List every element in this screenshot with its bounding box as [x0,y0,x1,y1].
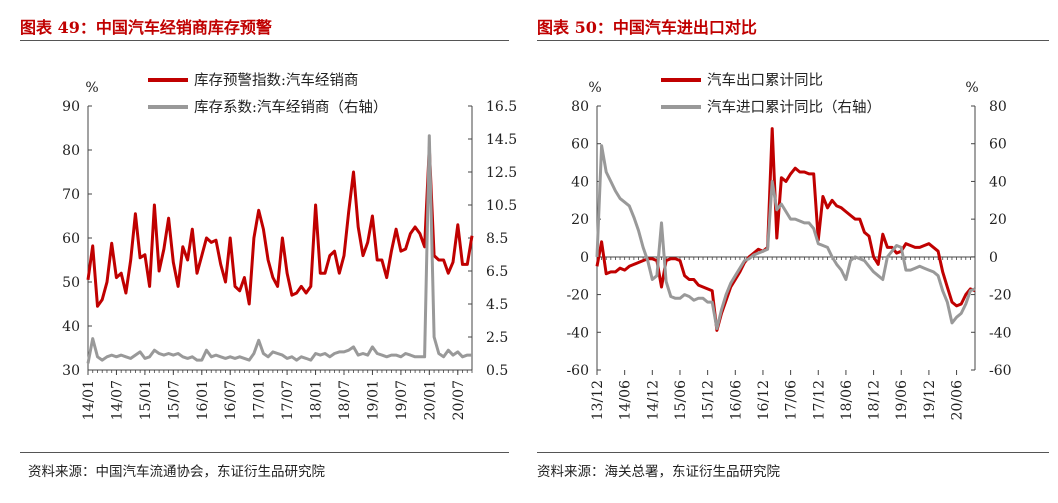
y-tick-label-left: 0 [580,250,589,266]
x-tick-label: 17/01 [252,380,268,420]
y-tick-label-left: -60 [566,363,589,379]
y-tick-label-right: 80 [989,99,1007,115]
x-tick-label: 14/06 [618,380,634,420]
chart-right-svg: -60 -40 -20 0 20 40 60 80 -60 -40 -20 0 20 40 60 80% % 13… [566,72,1012,420]
source-rule [537,452,1049,453]
x-tick-label: 19/01 [365,380,381,420]
title-rule [20,40,509,41]
chart-panel-right: 图表 50：中国汽车进出口对比 -60 -40 -20 0 20 40 60 80 -60 -40… [529,0,1058,503]
x-tick-label: 18/07 [337,380,353,420]
x-tick-label: 14/12 [645,380,661,420]
y-tick-label-right: -40 [989,325,1012,341]
y-tick-label-right: 0 [989,250,998,266]
x-tick-label: 14/07 [109,380,125,420]
x-tick-label: 15/06 [673,380,689,420]
x-tick-label: 17/12 [811,380,827,420]
x-tick-label: 19/12 [922,380,938,420]
x-tick-label: 18/12 [867,380,883,420]
y-tick-label-right: 4.5 [486,297,508,313]
x-tick-label: 15/01 [138,380,154,420]
y-tick-label-right: 8.5 [486,231,508,247]
series-line-right [595,144,976,330]
x-tick-label: 16/07 [223,380,239,420]
y-tick-label-right: 40 [989,174,1007,190]
y-tick-label-left: 70 [62,187,80,203]
series-line-left [595,127,976,332]
y-tick-label-right: -20 [989,288,1012,304]
y-tick-label-left: 80 [62,143,80,159]
y-tick-label-left: 60 [571,137,589,153]
y-tick-label-right: 2.5 [486,330,508,346]
unit-label-right: % [965,80,978,96]
x-tick-label: 18/06 [839,380,855,420]
title-rule [537,40,1049,41]
y-tick-label-right: 60 [989,137,1007,153]
x-tick-label: 17/07 [280,380,296,420]
y-tick-label-right: 14.5 [486,132,517,148]
chart-title: 图表 49：中国汽车经销商库存预警 [20,18,272,37]
y-tick-label-left: 40 [571,174,589,190]
source-note: 资料来源：海关总署，东证衍生品研究院 [537,464,780,480]
x-tick-label: 20/07 [451,380,467,420]
y-tick-label-right: 12.5 [486,165,517,181]
unit-label-left: % [588,80,601,96]
x-tick-label: 17/06 [784,380,800,420]
y-tick-label-right: 16.5 [486,99,517,115]
x-tick-label: 13/12 [590,380,606,420]
y-tick-label-left: -20 [566,288,589,304]
unit-label-left: % [85,80,98,96]
x-tick-label: 20/06 [950,380,966,420]
legend-label: 汽车进口累计同比（右轴） [707,99,881,116]
y-tick-label-left: 30 [62,363,80,379]
source-note: 资料来源：中国汽车流通协会，东证衍生品研究院 [28,464,325,480]
series-line-right [86,134,472,364]
y-tick-label-left: 40 [62,319,80,335]
chart-left-svg: 30 40 50 60 70 80 90 0.5 2.5 4.5 6.5 8.5 10.5 12.5 14.… [62,72,517,420]
legend-label: 库存预警指数:汽车经销商 [194,72,358,89]
x-tick-label: 15/12 [701,380,717,420]
x-tick-label: 14/01 [81,380,97,420]
chart-panel-left: 图表 49：中国汽车经销商库存预警 30 40 50 60 70 80 90 0.5 2.5 4.… [20,18,517,480]
y-tick-label-left: -40 [566,325,589,341]
y-tick-label-left: 20 [571,212,589,228]
y-tick-label-left: 50 [62,275,80,291]
y-tick-label-left: 80 [571,99,589,115]
legend-label: 汽车出口累计同比 [707,72,823,89]
chart-title: 图表 50：中国汽车进出口对比 [537,18,757,37]
source-rule [20,452,509,453]
x-tick-label: 19/06 [894,380,910,420]
y-tick-label-right: 10.5 [486,198,517,214]
x-tick-label: 18/01 [309,380,325,420]
x-tick-label: 15/07 [166,380,182,420]
x-tick-label: 16/06 [728,380,744,420]
y-tick-label-left: 90 [62,99,80,115]
y-tick-label-right: 0.5 [486,363,508,379]
x-tick-label: 16/12 [756,380,772,420]
y-tick-label-right: 20 [989,212,1007,228]
y-tick-label-right: -60 [989,363,1012,379]
y-tick-label-left: 60 [62,231,80,247]
x-tick-label: 16/01 [195,380,211,420]
y-tick-label-right: 6.5 [486,264,508,280]
series-line-left [86,146,474,308]
legend-label: 库存系数:汽车经销商（右轴） [194,99,387,116]
x-tick-label: 20/01 [422,380,438,420]
x-tick-label: 19/07 [394,380,410,420]
